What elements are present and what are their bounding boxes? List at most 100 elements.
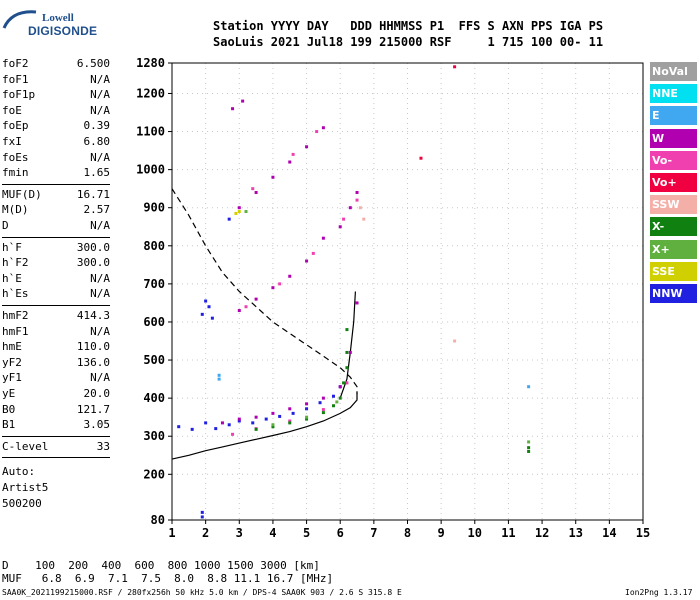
logo-line1: Lowell bbox=[42, 12, 74, 24]
echo-point bbox=[291, 411, 295, 415]
param-label: hmF1 bbox=[2, 324, 29, 338]
x-tick-label: 2 bbox=[202, 526, 209, 540]
echo-point bbox=[453, 65, 457, 69]
param-separator bbox=[2, 305, 110, 306]
param-value: N/A bbox=[90, 103, 110, 117]
param-label: h`F2 bbox=[2, 256, 29, 270]
echo-point bbox=[237, 210, 241, 214]
param-value: N/A bbox=[90, 72, 110, 86]
echo-point bbox=[244, 305, 248, 309]
legend-item-x-: X+ bbox=[650, 239, 697, 259]
echo-point bbox=[264, 417, 268, 421]
legend-item-e: E bbox=[650, 106, 697, 126]
echo-point bbox=[271, 286, 275, 290]
param-value: 110.0 bbox=[76, 340, 110, 354]
param-row: foEp 0.39 bbox=[2, 119, 110, 134]
param-separator bbox=[2, 236, 110, 238]
echo-point bbox=[527, 446, 531, 450]
param-value: 121.7 bbox=[76, 402, 110, 416]
echo-point bbox=[348, 350, 352, 354]
param-row: B1 3.05 bbox=[2, 418, 110, 433]
x-tick-label: 9 bbox=[438, 526, 445, 540]
y-tick-label: 1000 bbox=[136, 163, 165, 177]
param-label: foE bbox=[2, 103, 22, 117]
param-value: 6.500 bbox=[76, 57, 110, 70]
echo-point bbox=[305, 417, 309, 421]
param-label: foF1 bbox=[2, 72, 29, 86]
echo-point bbox=[345, 328, 349, 332]
echo-point bbox=[227, 217, 231, 221]
param-row: B0 121.7 bbox=[2, 403, 110, 418]
echo-point bbox=[321, 396, 325, 400]
param-value: 136.0 bbox=[76, 355, 110, 369]
param-value: 2.57 bbox=[83, 203, 111, 217]
echo-point bbox=[288, 419, 292, 423]
x-tick-label: 6 bbox=[337, 526, 344, 540]
echo-point bbox=[237, 419, 241, 423]
x-tick-label: 12 bbox=[535, 526, 549, 540]
echo-point bbox=[355, 301, 359, 305]
param-row: yF1 N/A bbox=[2, 371, 110, 386]
header-values-line: SaoLuis 2021 Jul18 199 215000 RSF 1 715 … bbox=[213, 35, 604, 49]
echo-point bbox=[453, 339, 457, 343]
echo-point bbox=[321, 236, 325, 240]
param-label: hmF2 bbox=[2, 309, 29, 322]
echo-point bbox=[338, 385, 342, 389]
param-label: fmin bbox=[2, 166, 29, 180]
echo-point bbox=[348, 206, 352, 210]
echo-point bbox=[342, 217, 346, 221]
legend-item-vo-: Vo+ bbox=[650, 173, 697, 192]
echo-point bbox=[527, 440, 531, 444]
param-label: foEp bbox=[2, 119, 29, 133]
echo-point bbox=[200, 515, 204, 519]
muf-row: MUF 6.8 6.9 7.1 7.5 8.0 8.8 11.1 16.7 [M… bbox=[2, 572, 334, 585]
param-value: 20.0 bbox=[83, 387, 111, 400]
footer-file-info: SAA0K_2021199215000.RSF / 280fx256h 50 k… bbox=[2, 588, 402, 597]
y-tick-label: 800 bbox=[143, 239, 165, 253]
param-row: foE N/A bbox=[2, 104, 110, 119]
echo-point bbox=[278, 282, 282, 286]
legend-item-nnw: NNW bbox=[650, 284, 697, 303]
param-row: foEs N/A bbox=[2, 151, 110, 166]
y-tick-label: 600 bbox=[143, 315, 165, 329]
echo-point bbox=[321, 126, 325, 130]
echo-point bbox=[207, 305, 211, 309]
param-value: 414.3 bbox=[76, 309, 110, 322]
echo-point bbox=[305, 402, 309, 406]
echo-point bbox=[315, 130, 319, 134]
echo-point bbox=[305, 259, 309, 263]
footer-version: Ion2Png 1.3.17 bbox=[625, 588, 693, 597]
x-tick-label: 1 bbox=[168, 526, 175, 540]
echo-point bbox=[220, 421, 224, 425]
echo-point bbox=[305, 145, 309, 149]
echo-point bbox=[251, 187, 255, 191]
echo-point bbox=[288, 421, 292, 425]
echo-point bbox=[237, 206, 241, 210]
echo-point bbox=[305, 407, 309, 411]
echo-point bbox=[217, 373, 221, 377]
echo-point bbox=[358, 206, 362, 210]
autoscaling-info: 500200 bbox=[2, 497, 42, 511]
echo-point bbox=[318, 401, 322, 405]
y-tick-label: 700 bbox=[143, 277, 165, 291]
echo-point bbox=[227, 423, 231, 427]
echo-point bbox=[345, 350, 349, 354]
legend-item-vo-: Vo- bbox=[650, 150, 697, 170]
x-tick-label: 5 bbox=[303, 526, 310, 540]
param-row: foF1p N/A bbox=[2, 88, 110, 103]
param-row: yF2 136.0 bbox=[2, 356, 110, 371]
echo-point bbox=[234, 211, 238, 215]
param-row: hmF1 N/A bbox=[2, 325, 110, 340]
param-value: 16.71 bbox=[76, 187, 110, 201]
echo-point bbox=[204, 299, 208, 303]
echo-point bbox=[362, 217, 366, 221]
param-label: B1 bbox=[2, 418, 16, 432]
x-tick-label: 7 bbox=[370, 526, 377, 540]
param-row: h`F 300.0 bbox=[2, 241, 110, 256]
echo-point bbox=[254, 297, 258, 301]
echo-point bbox=[231, 432, 235, 436]
autoscaling-info: Artist5 bbox=[2, 481, 49, 495]
echo-point bbox=[527, 385, 531, 389]
echo-point bbox=[288, 160, 292, 164]
param-value: N/A bbox=[90, 150, 110, 164]
